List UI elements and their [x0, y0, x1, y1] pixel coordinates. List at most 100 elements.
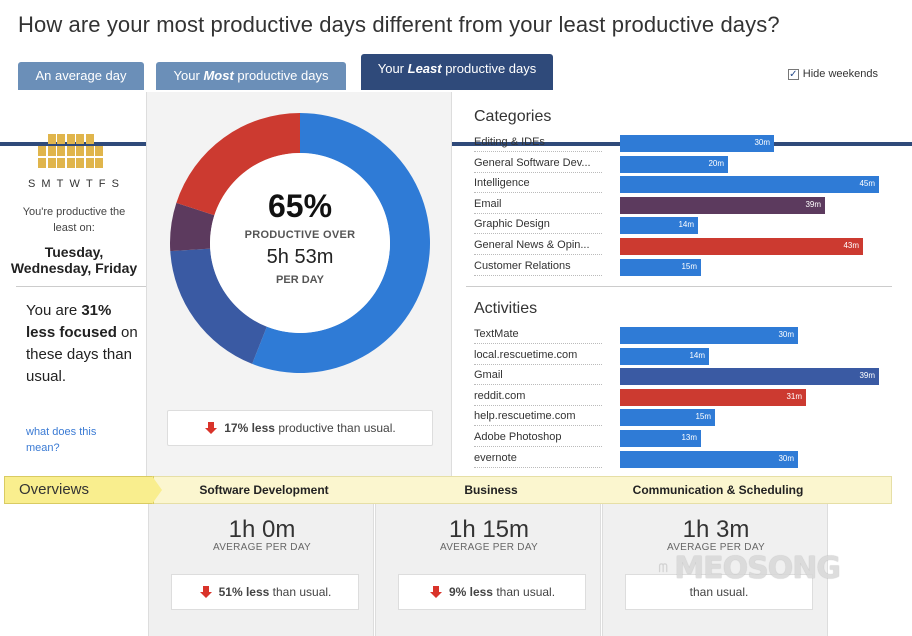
category-label[interactable]: Editing & IDEs: [474, 136, 602, 152]
overviews-arrow: [152, 476, 162, 504]
category-row[interactable]: Editing & IDEs 30m: [474, 134, 912, 154]
calendar-cell: [57, 146, 65, 156]
category-label[interactable]: General Software Dev...: [474, 157, 602, 173]
calendar-cell: [85, 158, 94, 168]
category-value: 30m: [754, 138, 770, 147]
hide-weekends-toggle[interactable]: ✓ Hide weekends: [787, 68, 878, 80]
donut-center: [210, 153, 390, 333]
activity-row[interactable]: evernote 30m: [474, 450, 912, 470]
category-row[interactable]: Graphic Design 14m: [474, 216, 912, 236]
overview-change-box: than usual.: [625, 574, 813, 610]
productive-over-label: PRODUCTIVE OVER: [244, 229, 356, 241]
overview-avg-label: AVERAGE PER DAY: [439, 542, 539, 553]
overview-change-box: 51% less than usual.: [171, 574, 359, 610]
right-divider: [466, 286, 892, 287]
calendar-cell: [47, 134, 56, 144]
activity-row[interactable]: Adobe Photoshop 13m: [474, 429, 912, 449]
category-bar: 15m: [620, 258, 701, 276]
donut-slice-very-productive[interactable]: [252, 113, 430, 373]
activity-label[interactable]: reddit.com: [474, 390, 602, 406]
activity-value: 30m: [778, 453, 794, 463]
change-amount: 17% less: [224, 421, 275, 435]
category-value: 15m: [681, 261, 697, 271]
down-arrow-icon: [199, 586, 212, 598]
categories-title: Categories: [474, 108, 552, 125]
category-value: 39m: [805, 199, 821, 209]
page-title: How are your most productive days differ…: [18, 12, 780, 37]
watermark-text: MEOSONG: [674, 550, 841, 586]
overviews-strip: Overviews Software Development Business …: [0, 476, 892, 504]
category-bar: 45m: [620, 176, 879, 194]
category-label[interactable]: Graphic Design: [474, 218, 602, 235]
productivity-change-box: 17% less productive than usual.: [167, 410, 433, 446]
activity-label[interactable]: Gmail: [474, 369, 602, 386]
down-arrow-icon: [429, 586, 442, 598]
activity-value: 30m: [778, 330, 794, 339]
activity-label[interactable]: TextMate: [474, 328, 602, 344]
overview-card-software-development: 1h 0m AVERAGE PER DAY 51% less than usua…: [148, 504, 374, 636]
activity-bar: 30m: [620, 450, 798, 468]
calendar-cell: [38, 146, 46, 156]
weekday-letter: S: [28, 178, 37, 190]
category-label[interactable]: General News & Opin...: [474, 239, 602, 255]
weekday-letter: S: [111, 178, 120, 190]
tab-least-productive[interactable]: Your Least productive days: [361, 54, 553, 90]
donut-slice-distracting[interactable]: [170, 202, 215, 252]
activity-value: 39m: [859, 371, 875, 381]
activity-row[interactable]: local.rescuetime.com 14m: [474, 347, 912, 367]
weekday-letter: M: [41, 178, 52, 190]
activity-bar: 14m: [620, 347, 709, 365]
calendar-cell: [95, 146, 103, 156]
activity-row[interactable]: TextMate 30m: [474, 326, 912, 346]
category-label[interactable]: Customer Relations: [474, 260, 602, 276]
focus-summary: You are 31% less focused on these days t…: [26, 302, 138, 385]
activity-bar: 39m: [620, 368, 879, 386]
tab-bar: An average day Your Most productive days…: [0, 54, 912, 146]
tab-most-productive[interactable]: Your Most productive days: [156, 62, 346, 90]
watermark-icon: [658, 563, 668, 573]
watermark-logo: MEOSONG: [658, 548, 841, 588]
tab-average-day[interactable]: An average day: [18, 62, 144, 90]
category-row[interactable]: Email 39m: [474, 196, 912, 216]
productivity-donut-chart: [170, 113, 430, 373]
category-bar: 43m: [620, 238, 863, 255]
activity-label[interactable]: help.rescuetime.com: [474, 410, 602, 427]
activity-label[interactable]: local.rescuetime.com: [474, 349, 602, 365]
category-row[interactable]: General Software Dev... 20m: [474, 155, 912, 175]
overview-card-business: 1h 15m AVERAGE PER DAY 9% less than usua…: [375, 504, 601, 636]
productivity-donut-panel: 65% PRODUCTIVE OVER 5h 53m PER DAY 17% l…: [146, 92, 452, 476]
overview-column-title: Software Development: [199, 483, 329, 497]
activity-row[interactable]: help.rescuetime.com 15m: [474, 408, 912, 428]
category-row[interactable]: Intelligence 45m: [474, 175, 912, 195]
activities-title: Activities: [474, 300, 538, 317]
category-label[interactable]: Intelligence: [474, 177, 602, 194]
activity-label[interactable]: evernote: [474, 452, 602, 468]
donut-slice-productive[interactable]: [170, 248, 267, 364]
activity-row[interactable]: Gmail 39m: [474, 367, 912, 387]
activity-value: 14m: [689, 350, 705, 360]
overview-card-communication: 1h 3m AVERAGE PER DAY than usual.: [602, 504, 828, 636]
category-row[interactable]: General News & Opin... 43m: [474, 237, 912, 257]
productive-time: 5h 53m: [266, 246, 334, 268]
donut-slice-very-distracting[interactable]: [176, 113, 300, 216]
category-row[interactable]: Customer Relations 15m: [474, 258, 912, 278]
breakdown-panel: Categories Editing & IDEs 30m General Soft…: [452, 92, 912, 476]
overview-time: 1h 0m: [228, 516, 296, 543]
category-value: 45m: [859, 179, 875, 189]
category-label[interactable]: Email: [474, 198, 602, 214]
calendar-cell: [57, 134, 65, 144]
left-divider: [16, 286, 146, 287]
hide-weekends-checkbox[interactable]: ✓: [787, 68, 799, 80]
weekday-letter: F: [98, 178, 107, 190]
activity-bar: 13m: [620, 430, 701, 447]
activity-value: 15m: [695, 412, 711, 422]
calendar-cell: [95, 158, 103, 168]
activity-bar: 15m: [620, 409, 715, 427]
overview-time: 1h 15m: [448, 516, 530, 543]
activity-row[interactable]: reddit.com 31m: [474, 388, 912, 408]
activity-label[interactable]: Adobe Photoshop: [474, 431, 602, 447]
what-does-this-mean-link[interactable]: what does this mean?: [26, 426, 97, 454]
category-bar: 39m: [620, 196, 825, 214]
calendar-cell: [66, 158, 75, 168]
